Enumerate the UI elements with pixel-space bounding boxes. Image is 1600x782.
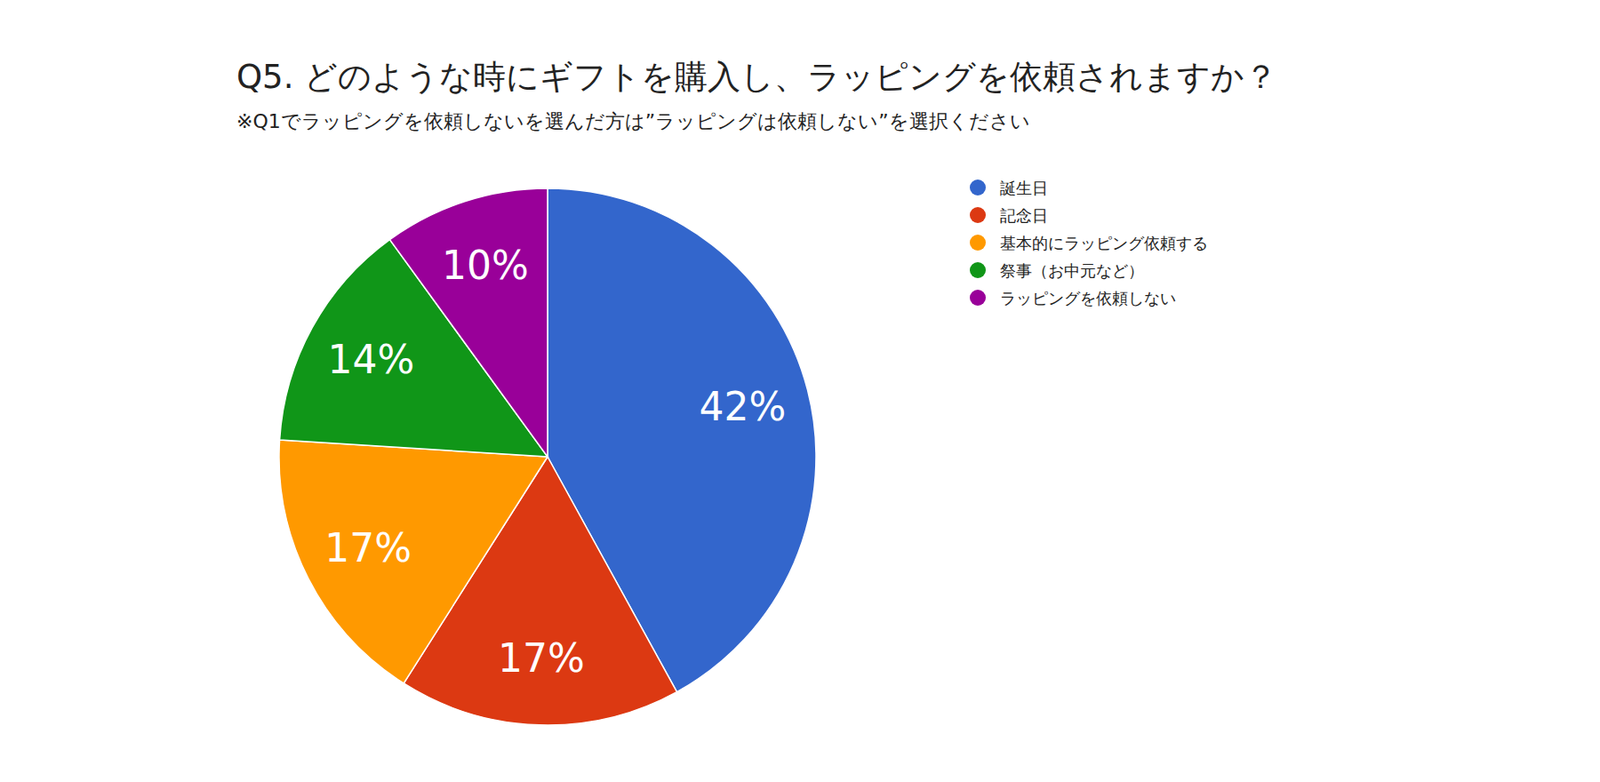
legend-label: ラッピングを依頼しない [1000, 288, 1176, 308]
legend-swatch [969, 207, 986, 224]
data-label: 10% [441, 242, 529, 288]
legend-swatch [969, 234, 986, 251]
data-label: 14% [328, 336, 416, 383]
legend-swatch [969, 179, 986, 196]
legend: 誕生日記念日基本的にラッピング依頼する祭事（お中元など） ラッピングを依頼しない [969, 178, 1208, 308]
legend-swatch [969, 262, 986, 279]
legend-label: 基本的にラッピング依頼する [1000, 233, 1208, 253]
data-label: 17% [497, 635, 585, 681]
chart: Q5. どのような時にギフトを購入し、ラッピングを依頼されますか？ ※Q1でラッピ… [0, 0, 1600, 782]
background [0, 0, 1600, 782]
legend-label: 祭事（お中元など） [1000, 261, 1144, 280]
pie-slice [389, 188, 548, 457]
data-label: 42% [698, 384, 786, 430]
subtitle: ※Q1でラッピングを依頼しないを選んだ方は”ラッピングは依頼しない”を選択くださ… [236, 110, 1031, 133]
data-labels: 42% 17% 17% 14% 10% [324, 242, 786, 681]
title: Q5. どのような時にギフトを購入し、ラッピングを依頼されますか？ [236, 57, 1278, 96]
legend-label: 誕生日 [1000, 178, 1048, 198]
legend-label: 記念日 [1000, 206, 1048, 225]
slices [279, 188, 816, 726]
legend-swatch [969, 289, 986, 306]
data-label: 17% [324, 525, 412, 571]
